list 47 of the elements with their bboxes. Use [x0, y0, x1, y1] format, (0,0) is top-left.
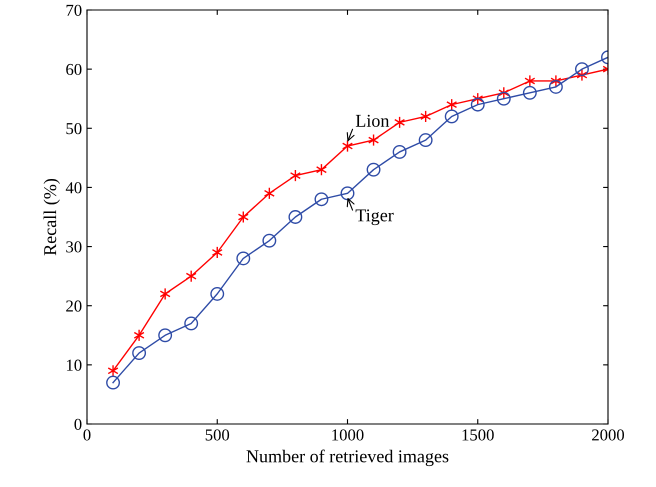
point [288, 210, 302, 224]
y-tick-label: 10 [66, 360, 82, 371]
point [290, 169, 301, 182]
y-tick-label: 70 [66, 4, 82, 16]
point [470, 98, 485, 112]
point [210, 286, 224, 301]
point [420, 110, 432, 123]
point [418, 133, 433, 148]
point [314, 192, 328, 206]
point [575, 62, 589, 76]
point [394, 116, 406, 129]
point [446, 98, 458, 111]
point [366, 162, 380, 177]
point [236, 251, 250, 266]
point [238, 210, 249, 224]
x-axis-title: Number of retrieved images [246, 450, 448, 466]
point [496, 92, 511, 106]
annotation: Tiger [356, 209, 394, 226]
point [132, 346, 146, 360]
point [444, 110, 459, 124]
point [106, 376, 120, 390]
y-tick-label: 30 [66, 241, 82, 253]
x-tick-label: 500 [206, 429, 230, 441]
x-tick-label: 1000 [332, 429, 364, 441]
point [134, 329, 145, 342]
y-tick-label: 60 [66, 64, 82, 76]
y-axis-title: Recall (%) [44, 178, 60, 256]
annotation: Lion [356, 114, 390, 127]
point [184, 316, 198, 330]
y-tick-label: 0 [74, 418, 82, 430]
point [524, 74, 536, 88]
point [212, 246, 223, 259]
y-tick-label: 20 [66, 300, 82, 312]
point [548, 80, 563, 94]
point [392, 145, 407, 159]
point [522, 86, 537, 100]
point [262, 234, 276, 248]
y-tick-label: 40 [66, 182, 82, 194]
x-tick-label: 2000 [592, 429, 624, 441]
x-tick-label: 1500 [462, 429, 494, 441]
point [186, 270, 197, 282]
point [264, 187, 275, 200]
x-tick-label: 0 [83, 429, 91, 441]
point [158, 328, 172, 342]
y-tick-label: 50 [66, 122, 82, 134]
point [340, 186, 354, 200]
point [160, 288, 171, 300]
